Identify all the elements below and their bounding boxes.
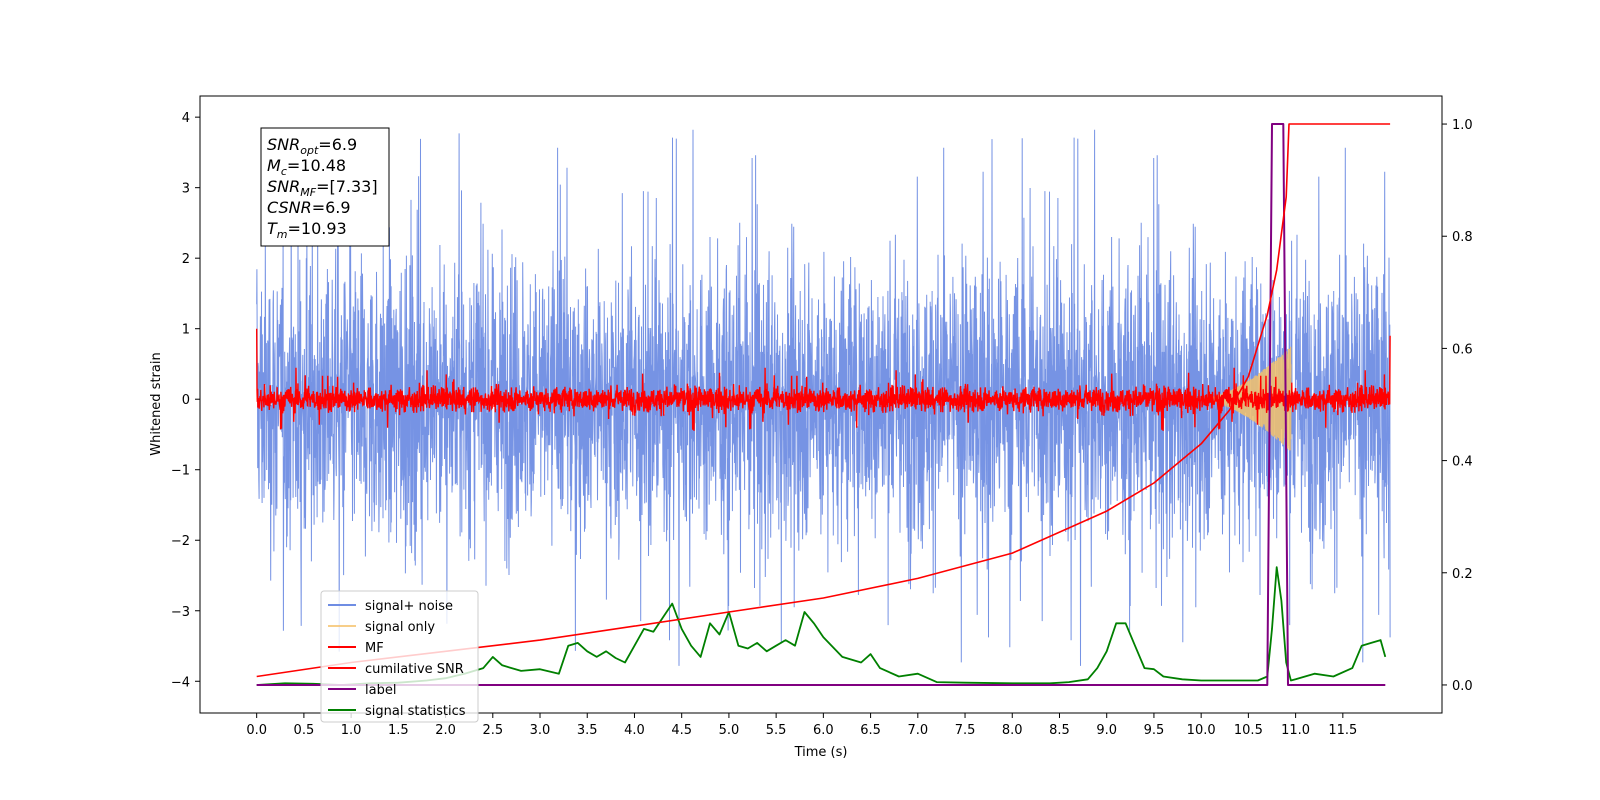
x-tick-label: 0.0 [246, 723, 267, 738]
x-tick-label: 2.0 [435, 723, 456, 738]
legend-label: cumilative SNR [365, 662, 464, 677]
x-tick-label: 6.5 [860, 723, 881, 738]
x-tick-label: 5.0 [719, 723, 740, 738]
x-tick-label: 9.0 [1096, 723, 1117, 738]
x-tick-label: 10.0 [1187, 723, 1216, 738]
x-tick-label: 8.5 [1049, 723, 1070, 738]
legend-label: MF [365, 641, 384, 656]
right-y-tick-label: 0.6 [1452, 342, 1473, 357]
x-axis: 0.0 0.5 1.0 1.5 2.0 2.5 3.0 3.5 4.0 4.5 5.0 5.5 6.0 6… [246, 713, 1357, 738]
x-tick-label: 4.5 [671, 723, 692, 738]
right-y-tick-label: 1.0 [1452, 118, 1473, 133]
info-box-line: Mc=10.48 [267, 156, 346, 178]
info-box-frame [260, 127, 390, 247]
left-y-tick-label: −2 [171, 534, 190, 549]
left-y-tick-label: 0 [182, 393, 190, 408]
left-y-tick-label: −3 [171, 605, 190, 620]
left-y-tick-label: 4 [182, 111, 190, 126]
x-tick-label: 0.5 [294, 723, 315, 738]
x-tick-label: 1.0 [341, 723, 362, 738]
right-y-tick-label: 0.4 [1452, 455, 1473, 470]
y-axis-label: Whitened strain [149, 352, 164, 455]
x-tick-label: 11.5 [1328, 723, 1357, 738]
right-y-axis: 1.0 0.8 0.6 0.4 0.2 0.0 [1442, 118, 1473, 694]
x-tick-label: 3.0 [530, 723, 551, 738]
series-cumulative-snr [256, 123, 1391, 678]
left-y-axis: 4 3 2 1 0 −1 −2 −3 −4 [171, 111, 200, 690]
series-signal-plus-noise [256, 129, 1391, 666]
x-tick-label: 1.5 [388, 723, 409, 738]
x-tick-label: 2.5 [482, 723, 503, 738]
legend: signal+ noise signal only MF cumilative SNR… [320, 590, 479, 723]
legend-label: signal only [365, 620, 435, 635]
right-y-tick-label: 0.0 [1452, 679, 1473, 694]
right-y-tick-label: 0.2 [1452, 567, 1473, 582]
info-box-line: CSNR=6.9 [267, 198, 351, 217]
legend-frame [320, 590, 479, 723]
x-tick-label: 5.5 [766, 723, 787, 738]
series-layer [256, 123, 1391, 686]
legend-label: signal statistics [365, 704, 466, 719]
x-tick-label: 3.5 [577, 723, 598, 738]
left-y-tick-label: 3 [182, 182, 190, 197]
x-tick-label: 4.0 [624, 723, 645, 738]
left-y-tick-label: 2 [182, 252, 190, 267]
plot-frame [199, 95, 1443, 714]
x-tick-label: 8.0 [1002, 723, 1023, 738]
info-box-line: SNRMF=[7.33] [267, 177, 378, 199]
x-tick-label: 7.0 [907, 723, 928, 738]
right-y-tick-label: 0.8 [1452, 230, 1473, 245]
series-signal-statistics [256, 566, 1387, 686]
left-y-tick-label: 1 [182, 323, 190, 338]
legend-label: signal+ noise [365, 599, 453, 614]
info-box-line: Tm=10.93 [267, 219, 347, 241]
info-box-line: SNRopt=6.9 [267, 135, 357, 157]
series-label [256, 123, 1386, 686]
x-tick-label: 10.5 [1234, 723, 1263, 738]
series-mf [256, 328, 1391, 431]
left-y-tick-label: −4 [171, 675, 190, 690]
x-tick-label: 6.0 [813, 723, 834, 738]
x-tick-label: 11.0 [1281, 723, 1310, 738]
legend-label: label [365, 683, 396, 698]
x-tick-label: 9.5 [1144, 723, 1165, 738]
x-tick-label: 7.5 [955, 723, 976, 738]
x-axis-label: Time (s) [794, 745, 848, 760]
left-y-tick-label: −1 [171, 464, 190, 479]
